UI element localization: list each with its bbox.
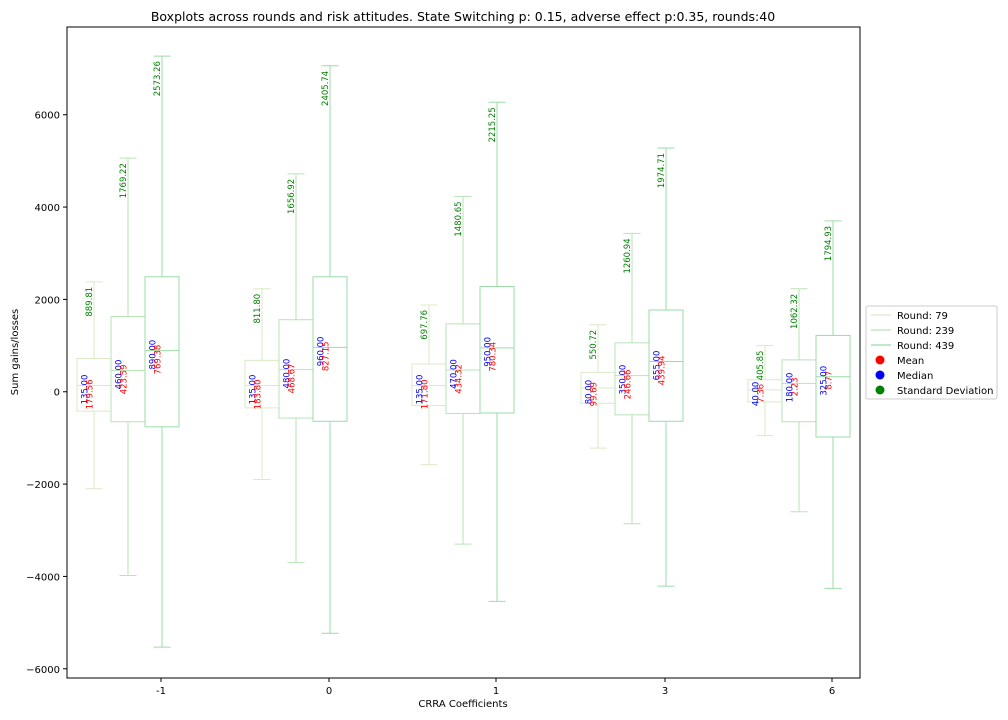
std-label: 405.85 [756, 351, 766, 381]
legend-label: Round: 79 [897, 311, 948, 322]
iqr-box [312, 276, 348, 422]
x-tick-label: 1 [493, 686, 499, 697]
legend: Round: 79 Round: 239 Round: 439 Mean Median S… [865, 305, 998, 400]
median-label: 135.00 [81, 375, 91, 405]
median-label: 950.00 [484, 337, 494, 367]
mean-label: 827.15 [322, 341, 332, 371]
mean-label: 99.69 [590, 382, 600, 406]
legend-label: Median [897, 371, 933, 382]
median-label: 480.00 [283, 359, 293, 389]
median-label: 890.00 [149, 340, 159, 370]
std-label: 1769.22 [119, 163, 129, 198]
mean-label: 2.23 [791, 377, 801, 396]
iqr-box [144, 276, 180, 428]
mean-label: 171.80 [421, 380, 431, 410]
std-label: 1062.32 [790, 294, 800, 329]
median-label: 135.00 [416, 375, 426, 405]
std-label: 2573.26 [153, 61, 163, 96]
legend-label: Standard Deviation [897, 386, 994, 397]
y-axis-label: Sum gains/losses [10, 309, 21, 395]
boxplot-box: 40.007.36 405.85 [747, 345, 783, 437]
x-tick-label: 0 [326, 686, 332, 697]
iqr-box [479, 285, 515, 414]
std-label: 811.80 [253, 294, 263, 324]
mean-label: 7.36 [757, 384, 767, 403]
median-label: 470.00 [450, 359, 460, 389]
legend-label: Round: 239 [897, 326, 954, 337]
mean-label: 246.66 [624, 370, 634, 400]
y-tick-label: −2000 [26, 480, 60, 491]
legend-dot-swatch [875, 385, 885, 395]
legend-box [865, 305, 998, 400]
std-label: 1656.92 [287, 179, 297, 214]
mean-label: 183.80 [254, 380, 264, 410]
y-tick-label: 6000 [35, 111, 60, 122]
std-label: 1480.65 [454, 201, 464, 236]
std-label: 697.76 [420, 310, 430, 340]
std-label: 889.81 [85, 287, 95, 317]
x-axis-label: CRRA Coefficients [418, 699, 507, 710]
mean-label: 439.94 [658, 356, 668, 386]
x-tick-label: -1 [156, 686, 166, 697]
median-label: 655.00 [653, 351, 663, 381]
boxplot-box: 325.008.77 1794.93 [815, 220, 851, 589]
std-label: 550.72 [589, 330, 599, 360]
median-label: 40.00 [752, 382, 762, 406]
std-label: 2215.25 [488, 107, 498, 142]
median-label: 80.00 [585, 380, 595, 404]
mean-label: 769.38 [154, 345, 164, 375]
y-tick-label: 4000 [35, 203, 60, 214]
median-label: 180.00 [786, 373, 796, 403]
iqr-box [648, 309, 684, 422]
plot-frame [66, 26, 861, 679]
y-tick-label: 0 [54, 388, 60, 399]
x-tick-label: 6 [829, 686, 835, 697]
legend-label: Mean [897, 356, 924, 367]
iqr-box [815, 334, 851, 438]
median-label: 135.00 [249, 375, 259, 405]
median-label: 460.00 [115, 360, 125, 390]
legend-label: Round: 439 [897, 341, 954, 352]
boxplot-box: 180.002.23 1062.32 [781, 288, 817, 513]
chart-title: Boxplots across rounds and risk attitude… [151, 9, 775, 24]
y-tick-label: −4000 [26, 572, 60, 583]
y-tick-label: 2000 [35, 295, 60, 306]
std-label: 1974.71 [657, 153, 667, 188]
median-label: 350.00 [619, 365, 629, 395]
legend-dot-swatch [875, 370, 885, 380]
mean-label: 434.32 [455, 364, 465, 394]
std-label: 1260.94 [623, 238, 633, 273]
y-tick-label: −6000 [26, 665, 60, 676]
mean-label: 179.56 [86, 380, 96, 410]
mean-label: 780.34 [489, 342, 499, 372]
legend-dot-swatch [875, 355, 885, 365]
mean-label: 423.59 [120, 365, 130, 395]
mean-label: 468.67 [288, 364, 298, 394]
median-label: 325.00 [820, 366, 830, 396]
x-tick-label: 3 [662, 686, 668, 697]
mean-label: 8.77 [825, 371, 835, 390]
median-label: 960.00 [317, 337, 327, 367]
std-label: 2405.74 [321, 71, 331, 106]
std-label: 1794.93 [824, 226, 834, 261]
